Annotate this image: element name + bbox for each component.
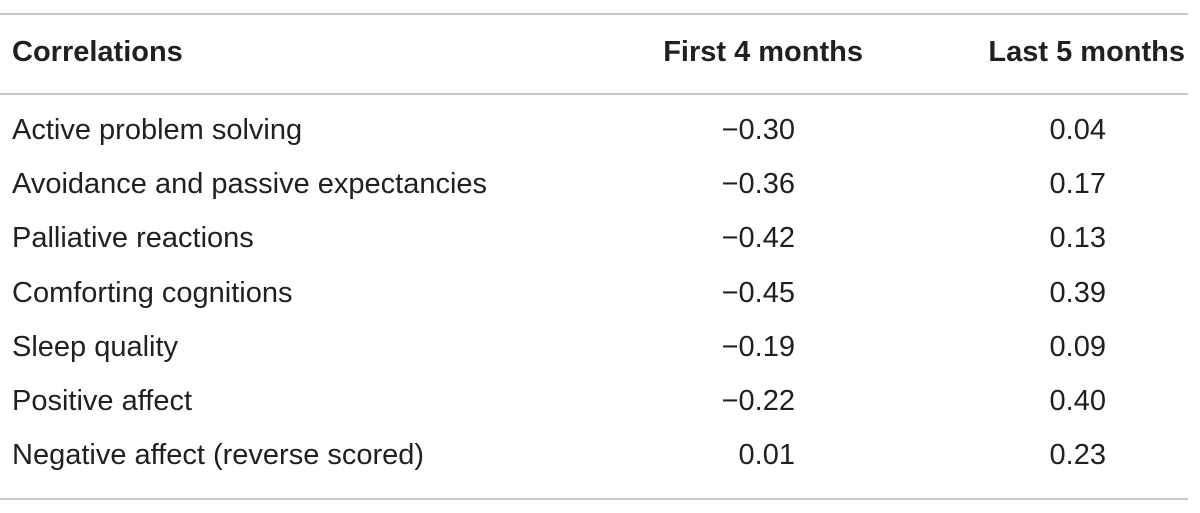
row-label: Negative affect (reverse scored) xyxy=(12,439,425,472)
header-rule xyxy=(0,93,1188,95)
row-last-value: 0.17 xyxy=(1049,168,1106,201)
header-last-5-months: Last 5 months xyxy=(988,36,1185,68)
row-label: Palliative reactions xyxy=(12,222,254,255)
row-last-value: 0.13 xyxy=(1049,222,1106,255)
bottom-rule xyxy=(0,498,1188,500)
table-row: Avoidance and passive expectancies −0.36… xyxy=(0,162,1188,216)
row-last-value: 0.23 xyxy=(1049,439,1106,472)
table-row: Positive affect −0.22 0.40 xyxy=(0,379,1188,433)
row-first-value: −0.30 xyxy=(721,114,795,146)
table-row: Negative affect (reverse scored) 0.01 0.… xyxy=(0,433,1188,487)
row-first-value: −0.45 xyxy=(721,276,795,309)
row-last-value: 0.40 xyxy=(1049,384,1106,417)
row-label: Positive affect xyxy=(12,384,193,417)
table-row: Sleep quality −0.19 0.09 xyxy=(0,325,1188,379)
row-label: Comforting cognitions xyxy=(12,276,293,309)
row-last-value: 0.39 xyxy=(1049,276,1106,309)
row-last-value: 0.04 xyxy=(1049,114,1106,146)
row-label: Avoidance and passive expectancies xyxy=(12,168,488,201)
row-first-value: 0.01 xyxy=(738,439,795,472)
table-row: Active problem solving −0.30 0.04 xyxy=(0,108,1188,162)
header-correlations: Correlations xyxy=(12,36,183,68)
table-row: Palliative reactions −0.42 0.13 xyxy=(0,216,1188,270)
table-row: Comforting cognitions −0.45 0.39 xyxy=(0,271,1188,325)
row-first-value: −0.19 xyxy=(721,330,795,363)
row-last-value: 0.09 xyxy=(1049,330,1106,363)
row-first-value: −0.22 xyxy=(721,384,795,417)
row-label: Active problem solving xyxy=(12,114,303,146)
table-body: Active problem solving −0.30 0.04 Avoida… xyxy=(0,108,1188,487)
row-first-value: −0.42 xyxy=(721,222,795,255)
row-label: Sleep quality xyxy=(12,330,179,363)
header-first-4-months: First 4 months xyxy=(663,36,863,68)
row-first-value: −0.36 xyxy=(721,168,795,201)
top-rule xyxy=(0,13,1188,15)
table-header-row: Correlations First 4 months Last 5 month… xyxy=(0,14,1188,92)
